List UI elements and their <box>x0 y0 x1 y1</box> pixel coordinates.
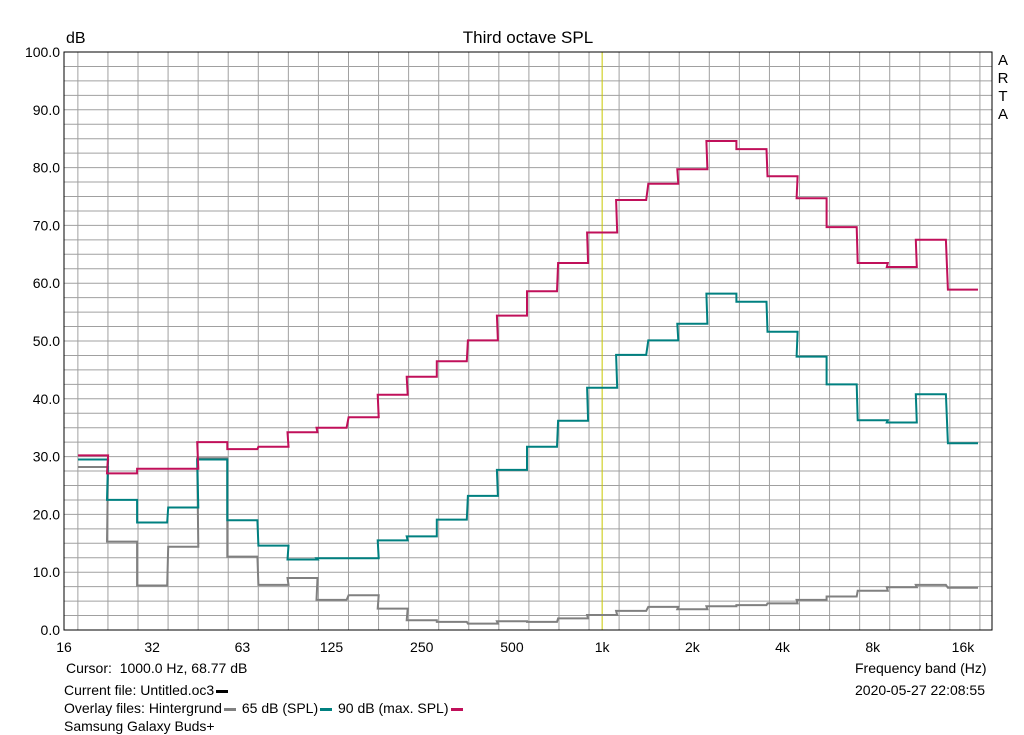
series-layer <box>78 140 978 625</box>
current-file-swatch <box>216 689 229 693</box>
overlay-item-hintergrund[interactable]: Hintergrund <box>148 700 222 716</box>
overlay-item-65db[interactable]: 65 dB (SPL) <box>241 700 319 716</box>
axis-text-layer: 0.0 10.0 20.0 30.0 40.0 50.0 60.0 70.0 80.0 90.0 1… <box>25 44 975 655</box>
y-tick-label: 50.0 <box>33 333 60 349</box>
frequency-band-label: Frequency band (Hz) <box>855 660 987 676</box>
x-tick-label: 500 <box>500 639 524 655</box>
timestamp: 2020-05-27 22:08:55 <box>855 682 985 698</box>
y-tick-label: 20.0 <box>33 506 60 522</box>
current-file-row: Current file: Untitled.oc3 <box>64 681 230 699</box>
cursor-value: 1000.0 Hz, 68.77 dB <box>119 660 248 676</box>
plot-frame <box>63 51 993 631</box>
x-tick-label: 1k <box>595 639 611 655</box>
y-tick-label: 90.0 <box>33 102 60 118</box>
series-line-hintergrund <box>78 457 978 625</box>
x-tick-label: 8k <box>865 639 881 655</box>
x-tick-label: 63 <box>235 639 251 655</box>
overlay-swatch-65db <box>320 707 333 711</box>
y-tick-label: 80.0 <box>33 160 60 176</box>
y-tick-label: 0.0 <box>41 622 61 638</box>
grid-layer <box>64 52 992 630</box>
series-line-65db-spl <box>78 292 978 561</box>
device-name: Samsung Galaxy Buds+ <box>64 718 215 734</box>
y-tick-label: 100.0 <box>25 44 60 60</box>
overlay-swatch-hintergrund <box>223 707 236 711</box>
series-line-90db-max-spl <box>78 140 978 475</box>
y-axis-unit-label: dB <box>66 30 86 47</box>
overlay-files-row: Overlay files: Hintergrund 65 dB (SPL) 9… <box>64 699 465 717</box>
y-tick-label: 60.0 <box>33 275 60 291</box>
y-tick-label: 40.0 <box>33 391 60 407</box>
current-file-value[interactable]: Untitled.oc3 <box>140 682 215 698</box>
chart-title: Third octave SPL <box>463 28 593 47</box>
y-tick-label: 30.0 <box>33 449 60 465</box>
y-tick-label: 70.0 <box>33 217 60 233</box>
y-tick-label: 10.0 <box>33 564 60 580</box>
overlay-item-90db[interactable]: 90 dB (max. SPL) <box>338 700 449 716</box>
cursor-label: Cursor: <box>66 660 112 676</box>
cursor-readout: Cursor: 1000.0 Hz, 68.77 dB <box>66 659 247 677</box>
x-tick-label: 4k <box>775 639 791 655</box>
x-tick-label: 32 <box>144 639 160 655</box>
x-tick-label: 125 <box>320 639 344 655</box>
current-file-label: Current file: <box>64 682 137 698</box>
overlay-swatch-90db <box>450 707 463 711</box>
x-tick-label: 16k <box>952 639 976 655</box>
overlay-files-label: Overlay files: <box>64 700 145 716</box>
x-tick-label: 16 <box>56 639 72 655</box>
x-tick-label: 250 <box>410 639 434 655</box>
x-tick-label: 2k <box>685 639 701 655</box>
